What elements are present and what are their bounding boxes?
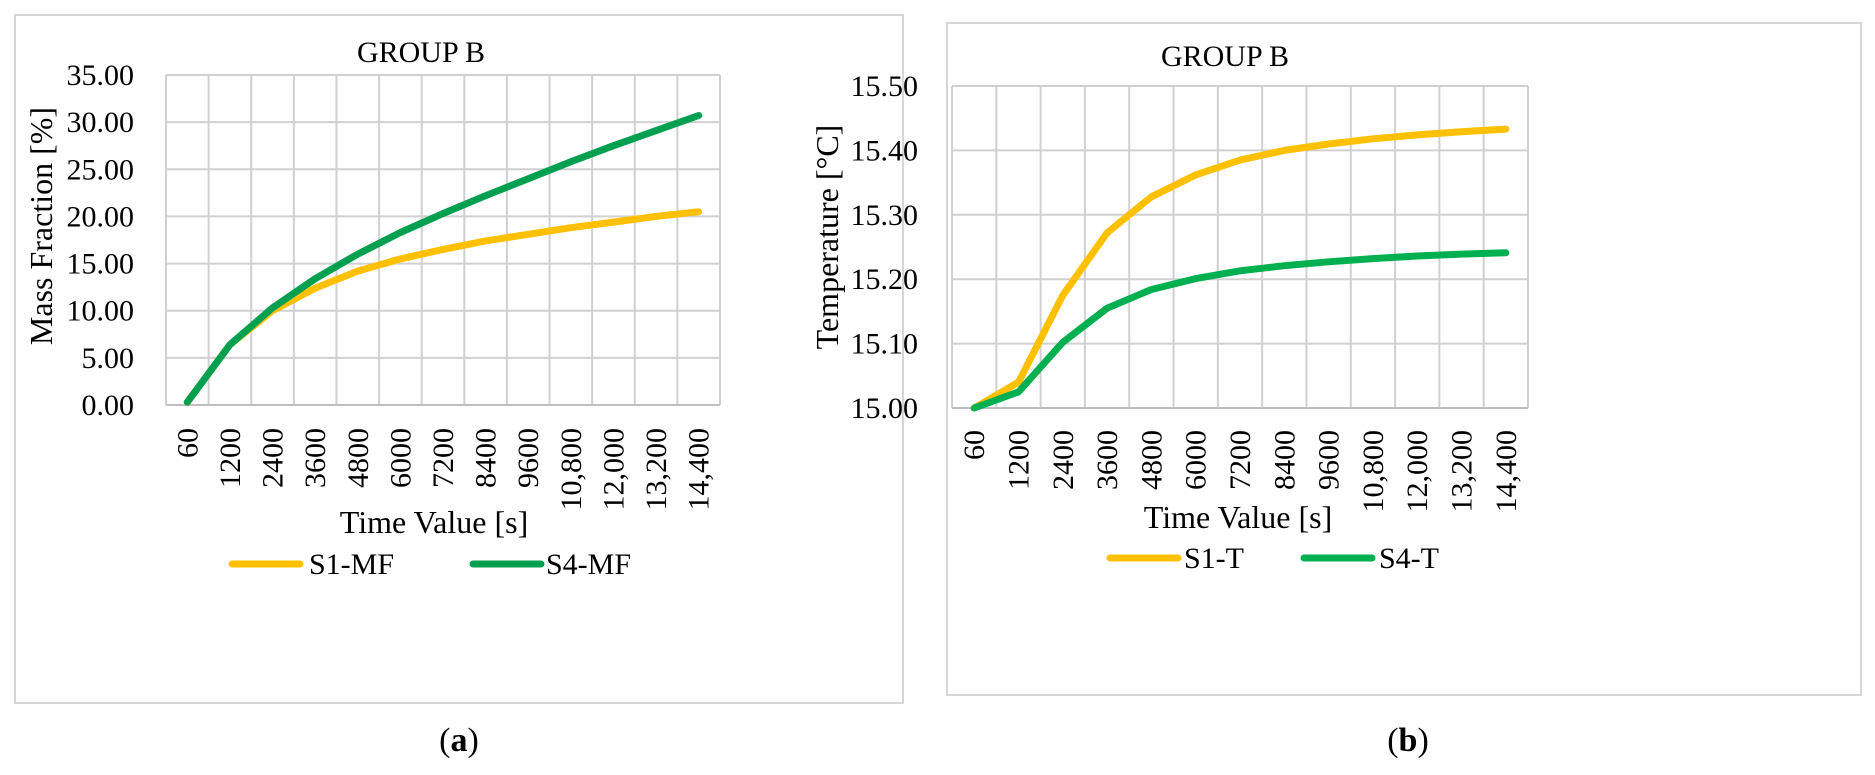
chart-b-x-tick-label: 1200 <box>1002 430 1035 490</box>
chart-b-x-tick-label: 13,200 <box>1446 430 1479 513</box>
caption-a: (a) <box>439 722 479 759</box>
chart-a-x-tick-label: 7200 <box>427 428 460 488</box>
chart-b-x-tick-label: 9600 <box>1313 430 1346 490</box>
chart-a-legend-label-1: S1-MF <box>309 548 394 581</box>
chart-panel-a <box>14 14 904 704</box>
chart-b-x-tick-label: 8400 <box>1268 430 1301 490</box>
chart-a-y-tick-label: 25.00 <box>67 153 135 186</box>
chart-b-y-tick-label: 15.00 <box>851 392 919 425</box>
chart-a-x-tick-label: 2400 <box>257 428 290 488</box>
chart-b-y-tick-label: 15.40 <box>851 134 919 167</box>
chart-a-x-axis-label: Time Value [s] <box>340 504 528 540</box>
chart-b-x-tick-label: 6000 <box>1180 430 1213 490</box>
chart-a-x-tick-label: 6000 <box>384 428 417 488</box>
chart-b-title: GROUP B <box>1161 40 1289 73</box>
chart-a-x-tick-label: 10,800 <box>555 428 588 511</box>
chart-a-x-tick-label: 4800 <box>342 428 375 488</box>
chart-a-y-tick-label: 5.00 <box>82 342 135 375</box>
chart-a-y-tick-label: 0.00 <box>82 389 135 422</box>
chart-b-x-tick-label: 3600 <box>1091 430 1124 490</box>
chart-a-y-tick-label: 20.00 <box>67 200 135 233</box>
chart-b-x-tick-label: 7200 <box>1224 430 1257 490</box>
chart-a-x-tick-label: 14,400 <box>683 428 716 511</box>
chart-a-y-tick-label: 35.00 <box>67 59 135 92</box>
chart-b-x-tick-label: 60 <box>958 430 991 460</box>
chart-b-y-tick-label: 15.50 <box>851 70 919 103</box>
chart-b-y-tick-label: 15.30 <box>851 199 919 232</box>
chart-a-x-tick-label: 3600 <box>299 428 332 488</box>
chart-a-y-axis-label: Mass Fraction [%] <box>23 107 59 345</box>
chart-a-series-line-s4-mf <box>183 112 703 406</box>
chart-a-y-tick-label: 30.00 <box>67 106 135 139</box>
caption-b: (b) <box>1387 722 1429 759</box>
chart-b-x-tick-label: 4800 <box>1135 430 1168 490</box>
chart-b-x-tick-label: 12,000 <box>1401 430 1434 513</box>
chart-b-x-tick-label: 10,800 <box>1357 430 1390 513</box>
chart-b-y-axis-label: Temperature [°C] <box>809 125 845 350</box>
chart-a-x-tick-label: 9600 <box>512 428 545 488</box>
chart-b-legend-label-2: S4-T <box>1379 542 1439 575</box>
chart-a-title: GROUP B <box>357 36 485 69</box>
chart-a-y-tick-label: 10.00 <box>67 295 135 328</box>
chart-b-x-axis-label: Time Value [s] <box>1144 499 1332 535</box>
chart-b-legend-label-1: S1-T <box>1184 542 1244 575</box>
chart-b-y-tick-label: 15.20 <box>851 263 919 296</box>
chart-b-x-tick-label: 14,400 <box>1490 430 1523 513</box>
chart-a-legend-label-2: S4-MF <box>546 548 631 581</box>
chart-b-y-tick-label: 15.10 <box>851 328 919 361</box>
chart-a-x-tick-label: 60 <box>171 428 204 458</box>
chart-b-series-line-s1-t <box>970 125 1510 412</box>
chart-a-y-tick-label: 15.00 <box>67 248 135 281</box>
chart-a-x-tick-label: 12,000 <box>597 428 630 511</box>
chart-b-plot: 15.00 15.10 15.20 15.30 15.40 15.50 60 1200 2400… <box>851 70 1529 562</box>
chart-b-series-line-s4-t <box>970 249 1510 412</box>
chart-a-x-tick-label: 8400 <box>470 428 503 488</box>
chart-b-x-tick-label: 2400 <box>1047 430 1080 490</box>
chart-a-x-tick-label: 1200 <box>214 428 247 488</box>
chart-a-plot: 0.00 5.00 10.00 15.00 20.00 25.00 30.00 35.00 60… <box>67 59 721 568</box>
chart-a-x-tick-label: 13,200 <box>640 428 673 511</box>
chart-a-series-line-s1-mf <box>183 208 703 406</box>
